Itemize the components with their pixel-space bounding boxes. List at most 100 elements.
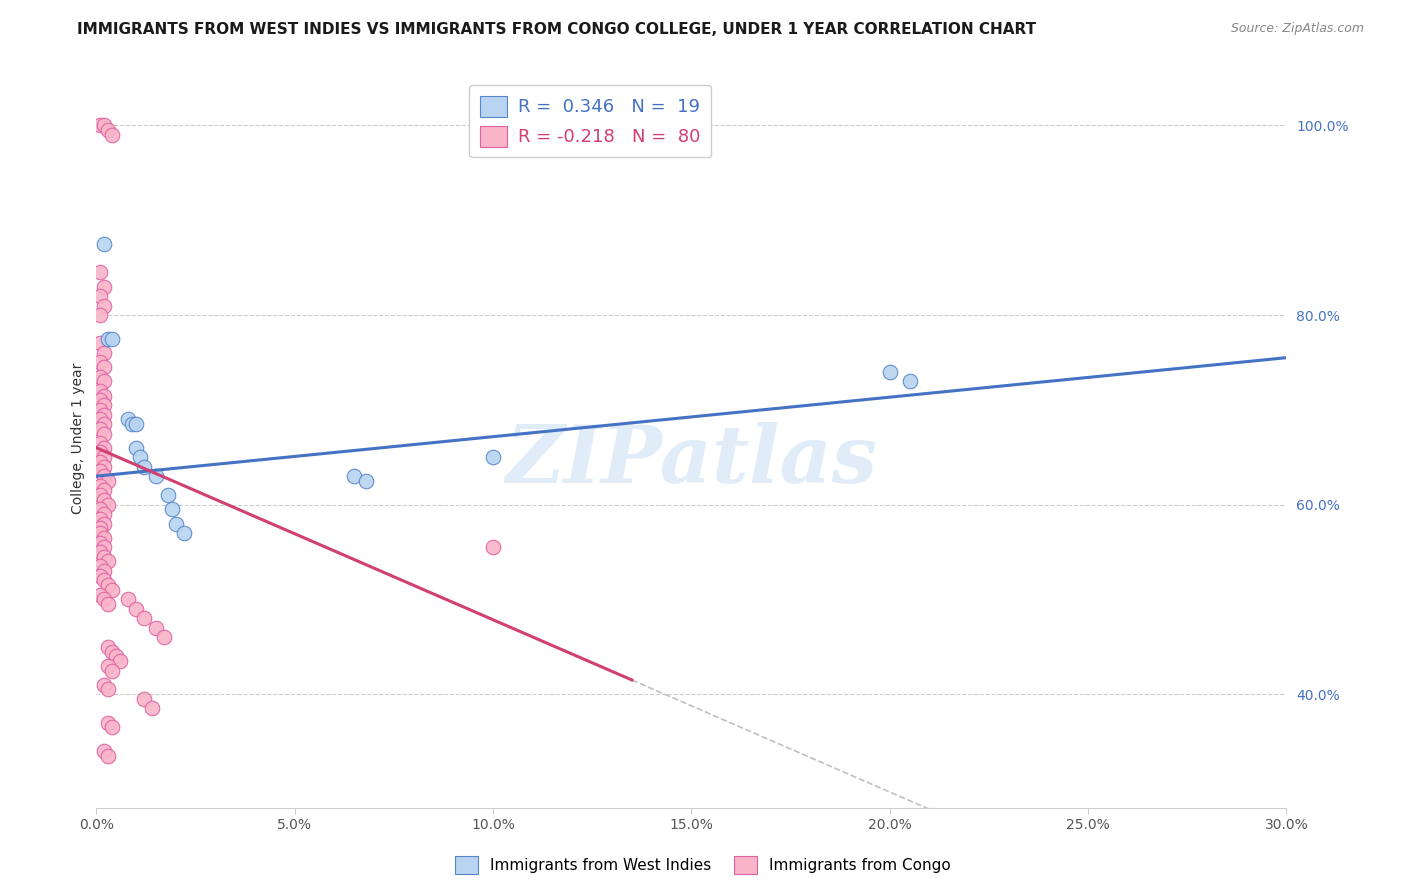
Point	[93, 592, 115, 607]
Point	[145, 621, 167, 635]
Point	[89, 502, 111, 516]
Point	[89, 355, 111, 369]
Point	[121, 417, 143, 431]
Point	[93, 459, 115, 474]
Point	[89, 545, 111, 559]
Point	[160, 502, 183, 516]
Point	[93, 346, 115, 360]
Point	[117, 592, 139, 607]
Point	[89, 588, 111, 602]
Point	[97, 554, 120, 568]
Point	[89, 488, 111, 502]
Point	[89, 568, 111, 582]
Point	[101, 644, 124, 658]
Point	[93, 299, 115, 313]
Point	[173, 526, 195, 541]
Point	[482, 450, 505, 465]
Point	[93, 744, 115, 758]
Point	[89, 384, 111, 398]
Point	[89, 369, 111, 384]
Point	[93, 678, 115, 692]
Text: ZIPatlas: ZIPatlas	[505, 422, 877, 500]
Point	[93, 417, 115, 431]
Legend: Immigrants from West Indies, Immigrants from Congo: Immigrants from West Indies, Immigrants …	[449, 850, 957, 880]
Point	[89, 119, 111, 133]
Point	[93, 516, 115, 531]
Point	[125, 441, 148, 455]
Point	[89, 521, 111, 535]
Point	[93, 483, 115, 498]
Point	[93, 119, 115, 133]
Point	[93, 469, 115, 483]
Point	[89, 512, 111, 526]
Point	[89, 402, 111, 417]
Point	[125, 417, 148, 431]
Point	[93, 450, 115, 465]
Legend: R =  0.346   N =  19, R = -0.218   N =  80: R = 0.346 N = 19, R = -0.218 N = 80	[470, 85, 711, 157]
Point	[97, 748, 120, 763]
Point	[97, 474, 120, 488]
Point	[89, 336, 111, 351]
Y-axis label: College, Under 1 year: College, Under 1 year	[72, 362, 86, 514]
Point	[125, 602, 148, 616]
Point	[97, 597, 120, 611]
Point	[101, 332, 124, 346]
Point	[93, 375, 115, 389]
Point	[132, 692, 155, 706]
Point	[93, 279, 115, 293]
Point	[89, 265, 111, 279]
Point	[93, 441, 115, 455]
Point	[93, 549, 115, 564]
Point	[482, 541, 505, 555]
Point	[89, 422, 111, 436]
Point	[89, 412, 111, 426]
Point	[89, 535, 111, 549]
Point	[108, 654, 131, 668]
Point	[156, 488, 179, 502]
Point	[898, 375, 921, 389]
Point	[89, 436, 111, 450]
Point	[89, 526, 111, 541]
Text: IMMIGRANTS FROM WEST INDIES VS IMMIGRANTS FROM CONGO COLLEGE, UNDER 1 YEAR CORRE: IMMIGRANTS FROM WEST INDIES VS IMMIGRANT…	[77, 22, 1036, 37]
Point	[93, 388, 115, 402]
Point	[97, 123, 120, 137]
Point	[89, 478, 111, 492]
Point	[89, 289, 111, 303]
Point	[89, 465, 111, 479]
Point	[89, 445, 111, 459]
Point	[117, 412, 139, 426]
Point	[93, 574, 115, 588]
Point	[97, 578, 120, 592]
Point	[129, 450, 152, 465]
Point	[105, 649, 128, 664]
Point	[93, 360, 115, 375]
Point	[89, 559, 111, 574]
Point	[93, 507, 115, 521]
Point	[145, 469, 167, 483]
Point	[97, 682, 120, 697]
Point	[101, 582, 124, 597]
Point	[93, 236, 115, 251]
Point	[97, 640, 120, 654]
Point	[97, 658, 120, 673]
Point	[101, 664, 124, 678]
Point	[141, 701, 163, 715]
Point	[101, 128, 124, 142]
Point	[89, 455, 111, 469]
Point	[97, 332, 120, 346]
Point	[93, 492, 115, 507]
Point	[132, 611, 155, 625]
Point	[101, 720, 124, 734]
Point	[165, 516, 187, 531]
Point	[132, 459, 155, 474]
Point	[93, 564, 115, 578]
Point	[879, 365, 901, 379]
Point	[354, 474, 377, 488]
Point	[93, 426, 115, 441]
Point	[152, 631, 174, 645]
Point	[89, 308, 111, 322]
Point	[97, 498, 120, 512]
Point	[93, 531, 115, 545]
Point	[343, 469, 366, 483]
Point	[93, 408, 115, 422]
